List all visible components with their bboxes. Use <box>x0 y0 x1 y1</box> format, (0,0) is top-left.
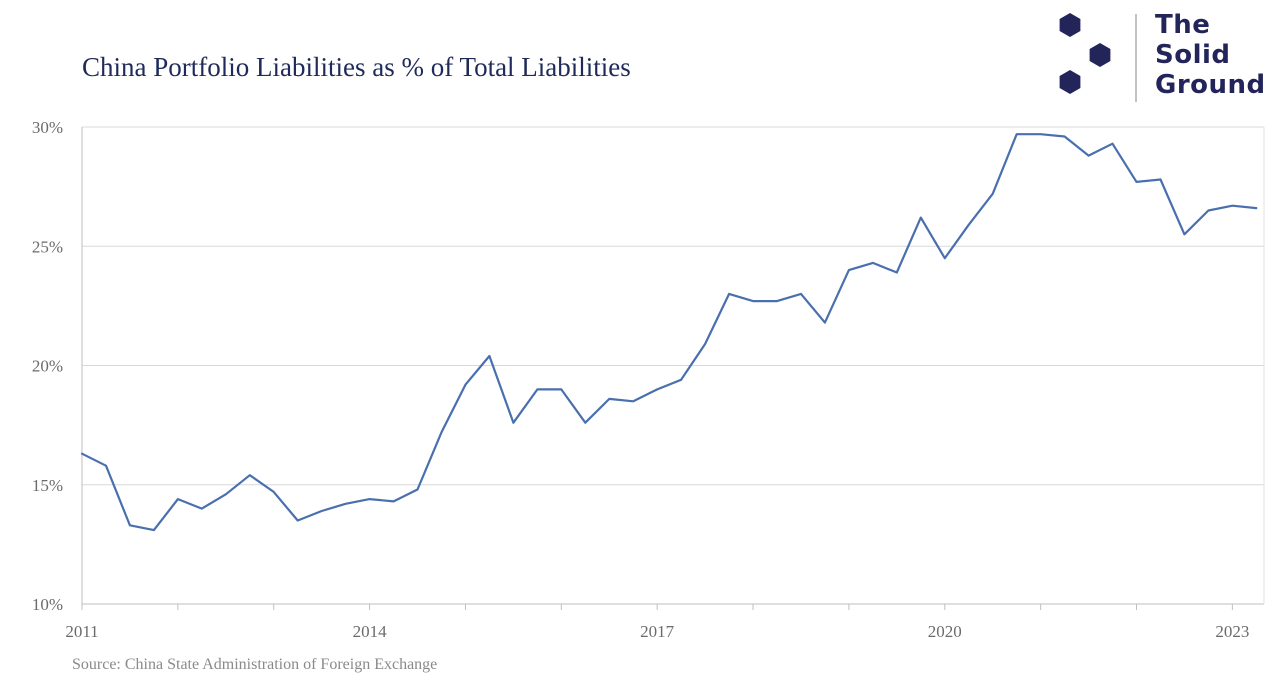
y-tick-label: 20% <box>32 357 63 376</box>
y-tick-label: 10% <box>32 595 63 614</box>
axes <box>81 127 1265 610</box>
x-tick-label: 2017 <box>640 622 675 641</box>
y-axis-labels: 10% 15% 20% 25% 30% <box>32 118 63 614</box>
chart-title: China Portfolio Liabilities as % of Tota… <box>82 52 631 82</box>
gridlines <box>82 126 1264 486</box>
logo-hexagon-middle <box>1089 43 1111 67</box>
source-note: Source: China State Administration of Fo… <box>72 656 438 673</box>
logo-hexagon-top <box>1059 13 1081 37</box>
series-line <box>80 133 1258 532</box>
y-tick-label: 25% <box>32 237 63 256</box>
brand-logo <box>1059 13 1137 102</box>
y-tick-label: 15% <box>32 476 63 495</box>
logo-hexagon-bottom <box>1059 70 1081 94</box>
brand-line-3: Ground <box>1155 70 1266 100</box>
brand-line-1: The <box>1155 10 1211 40</box>
brand-wordmark: The Solid Ground <box>1155 10 1266 100</box>
series-group <box>80 133 1258 532</box>
x-tick-label: 2023 <box>1215 622 1249 641</box>
x-tick-label: 2020 <box>928 622 962 641</box>
y-tick-label: 30% <box>32 118 63 137</box>
x-tick-label: 2011 <box>65 622 98 641</box>
brand-line-2: Solid <box>1155 40 1231 70</box>
x-axis-labels: 2011 2014 2017 2020 2023 <box>65 622 1249 641</box>
x-tick-label: 2014 <box>353 622 388 641</box>
